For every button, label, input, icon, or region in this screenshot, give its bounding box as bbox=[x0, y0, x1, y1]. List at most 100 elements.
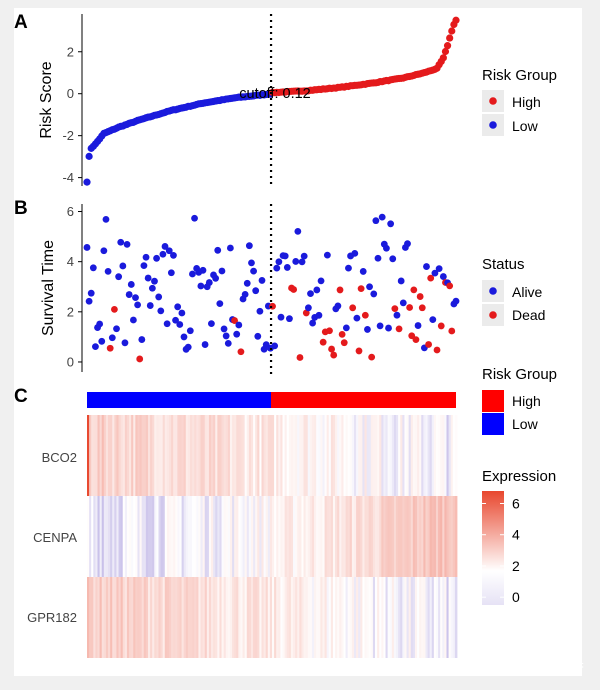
heatmap-cell bbox=[446, 577, 449, 658]
heatmap-cell bbox=[454, 577, 458, 658]
heatmap-cell bbox=[150, 577, 153, 658]
heatmap-cell bbox=[417, 496, 420, 577]
annotation-low-bar bbox=[87, 392, 271, 408]
heatmap-cell bbox=[204, 415, 208, 496]
survival-point-alive bbox=[197, 282, 205, 290]
heatmap-cell bbox=[173, 577, 176, 658]
colorbar-tick-label: 0 bbox=[512, 589, 520, 605]
heatmap-cell bbox=[181, 496, 185, 577]
heatmap-cell bbox=[375, 577, 378, 658]
heatmap-cell bbox=[330, 496, 334, 577]
survival-point-alive bbox=[89, 264, 97, 272]
survival-point-alive bbox=[83, 244, 91, 251]
survival-point-alive bbox=[372, 217, 380, 225]
heatmap-cell bbox=[280, 496, 283, 577]
heatmap-cell bbox=[368, 577, 372, 658]
heatmap-cell bbox=[89, 415, 92, 496]
heatmap-cell bbox=[372, 415, 376, 496]
heatmap-cell bbox=[267, 577, 271, 658]
heatmap-cell bbox=[442, 415, 445, 496]
heatmap-cell bbox=[360, 577, 363, 658]
expression-colorbar bbox=[482, 491, 504, 605]
heatmap-cell bbox=[192, 415, 195, 496]
survival-point-alive bbox=[218, 267, 226, 275]
heatmap-cell bbox=[446, 496, 449, 577]
survival-point-dead bbox=[290, 286, 298, 293]
heatmap-cell bbox=[240, 577, 243, 658]
heatmap-cell bbox=[332, 577, 336, 658]
heatmap-cell bbox=[133, 577, 136, 658]
heatmap-cell bbox=[423, 496, 426, 577]
heatmap-cell bbox=[448, 415, 452, 496]
survival-point-alive bbox=[212, 274, 220, 282]
survival-point-alive bbox=[142, 253, 150, 261]
heatmap-cell bbox=[448, 577, 452, 658]
heatmap-cell bbox=[175, 577, 178, 658]
heatmap-cell bbox=[190, 577, 193, 658]
heatmap-cell bbox=[246, 415, 250, 496]
survival-point-alive bbox=[378, 213, 386, 221]
heatmap-cell bbox=[320, 415, 323, 496]
heatmap-cell bbox=[135, 577, 138, 658]
heatmap-cell bbox=[316, 415, 319, 496]
row-label-gpr182: GPR182 bbox=[27, 610, 77, 625]
heatmap-cell bbox=[211, 577, 214, 658]
heatmap-cell bbox=[311, 496, 315, 577]
survival-point-alive bbox=[189, 270, 196, 278]
survival-point-alive bbox=[100, 247, 108, 255]
heatmap-cell bbox=[108, 577, 111, 658]
heatmap-cell bbox=[110, 577, 113, 658]
heatmap-cell bbox=[93, 577, 96, 658]
heatmap-cell bbox=[225, 496, 229, 577]
survival-point-alive bbox=[102, 216, 110, 223]
heatmap-cell bbox=[143, 415, 147, 496]
heatmap-cell bbox=[152, 496, 155, 577]
survival-point-alive bbox=[252, 287, 260, 295]
heatmap-cell bbox=[314, 577, 317, 658]
heatmap-cell bbox=[200, 496, 204, 577]
legend-high-dot bbox=[489, 97, 497, 105]
heatmap-cell bbox=[238, 496, 241, 577]
heatmap-cell bbox=[425, 577, 428, 658]
heatmap-cell bbox=[171, 415, 174, 496]
heatmap-cell bbox=[248, 577, 252, 658]
survival-point-alive bbox=[397, 277, 405, 285]
heatmap-cell bbox=[290, 496, 294, 577]
heatmap-cell bbox=[293, 496, 296, 577]
annotation-low-key bbox=[482, 413, 504, 435]
cutoff-label: cutoff: 0.12 bbox=[239, 86, 310, 102]
heatmap-cell bbox=[328, 415, 332, 496]
heatmap-cell bbox=[217, 415, 220, 496]
heatmap-cell bbox=[335, 496, 338, 577]
heatmap-cell bbox=[227, 496, 231, 577]
heatmap-cell bbox=[452, 496, 456, 577]
heatmap-cell bbox=[299, 415, 302, 496]
heatmap-cell bbox=[105, 415, 109, 496]
heatmap-cell bbox=[234, 577, 237, 658]
heatmap-cell bbox=[202, 496, 206, 577]
heatmap-cell bbox=[135, 496, 138, 577]
heatmap-cell bbox=[211, 415, 214, 496]
survival-point-alive bbox=[170, 252, 177, 259]
risk-score-tick-label: -2 bbox=[62, 128, 74, 143]
survival-point-alive bbox=[305, 304, 312, 312]
heatmap-cell bbox=[425, 415, 428, 496]
heatmap-cell bbox=[242, 577, 246, 658]
heatmap-cell bbox=[139, 496, 143, 577]
heatmap-cell bbox=[410, 415, 414, 496]
legend-high-label: High bbox=[512, 94, 541, 110]
heatmap-cell bbox=[343, 415, 346, 496]
heatmap-cell bbox=[381, 496, 384, 577]
heatmap-cell bbox=[272, 496, 275, 577]
survival-point-alive bbox=[165, 247, 173, 255]
heatmap-cell bbox=[177, 415, 180, 496]
heatmap-cell bbox=[168, 577, 172, 658]
heatmap-cell bbox=[202, 415, 206, 496]
heatmap-cell bbox=[435, 496, 439, 577]
heatmap-cell bbox=[284, 415, 288, 496]
heatmap-cell bbox=[198, 415, 201, 496]
heatmap-cell bbox=[185, 415, 189, 496]
heatmap-cell bbox=[351, 577, 355, 658]
heatmap-cell bbox=[250, 415, 254, 496]
heatmap-cell bbox=[381, 577, 384, 658]
